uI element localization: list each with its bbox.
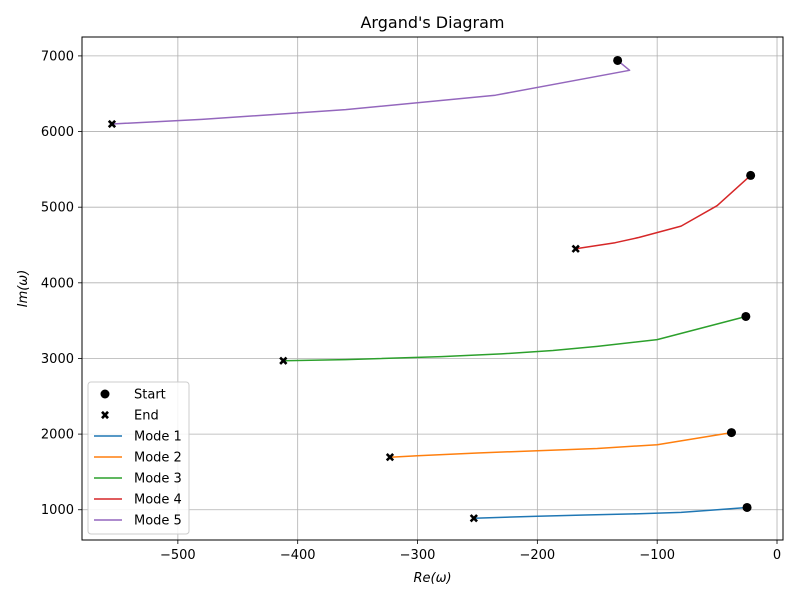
legend-item: Mode 1	[94, 430, 182, 445]
legend-item: End	[101, 409, 159, 424]
legend-item: Mode 5	[94, 514, 182, 529]
legend-label: Mode 1	[134, 430, 182, 445]
grid	[82, 37, 783, 540]
legend-start-marker	[100, 389, 110, 399]
legend-item: Start	[100, 388, 166, 403]
plot-frame	[81, 36, 784, 541]
start-marker-mode-1	[742, 502, 752, 512]
start-marker-mode-5	[613, 55, 623, 65]
legend-item: Mode 2	[94, 451, 182, 466]
x-tick-label: −200	[519, 548, 555, 563]
end-marker-mode-3	[279, 356, 288, 365]
end-marker-mode-2	[385, 453, 395, 462]
end-marker-mode-5	[107, 119, 117, 129]
axis-ticks: −500 −400 −300 −200 −100 0 1000 2000 3000 4000 500…	[41, 49, 781, 563]
end-marker-stroke	[571, 244, 580, 253]
series-line-mode-3	[283, 315, 747, 362]
legend-box	[87, 381, 190, 535]
x-tick-label: −500	[160, 548, 196, 563]
legend-label: Mode 2	[134, 451, 182, 466]
series-line-mode-4	[575, 174, 752, 250]
x-tick-label: −100	[639, 548, 675, 563]
chart-title: Argand's Diagram	[360, 13, 504, 32]
y-tick-label: 1000	[41, 503, 74, 518]
start-marker-mode-3	[741, 311, 751, 321]
series-line-mode-5	[111, 59, 631, 125]
series-lines	[111, 59, 752, 519]
y-tick-label: 3000	[41, 352, 74, 367]
start-end-markers	[107, 55, 756, 523]
x-tick-label: 0	[773, 548, 781, 563]
legend-item: Mode 4	[94, 493, 182, 508]
x-tick-label: −300	[400, 548, 436, 563]
end-marker-stroke	[279, 356, 288, 365]
legend-item: Mode 3	[94, 472, 182, 487]
y-axis-title: Im(ω)	[16, 270, 31, 308]
series-line-mode-2	[389, 431, 732, 458]
end-marker-mode-4	[571, 244, 580, 253]
series-line-mode-1	[473, 506, 748, 519]
end-marker-mode-1	[469, 514, 478, 523]
x-tick-label: −400	[280, 548, 316, 563]
legend-end-marker	[101, 410, 109, 420]
end-marker-stroke	[107, 119, 117, 129]
legend-label: Mode 3	[134, 472, 182, 487]
y-tick-label: 4000	[41, 276, 74, 291]
end-marker-stroke	[469, 514, 478, 523]
y-tick-label: 7000	[41, 49, 74, 64]
legend-label: Start	[134, 388, 166, 403]
y-tick-label: 5000	[41, 201, 74, 216]
y-tick-label: 6000	[41, 125, 74, 140]
legend-label: Mode 4	[134, 493, 182, 508]
start-marker-mode-2	[726, 428, 736, 438]
y-tick-label: 2000	[41, 428, 74, 443]
legend-label: Mode 5	[134, 514, 182, 529]
start-marker-mode-4	[746, 170, 756, 180]
x-axis-title: Re(ω)	[413, 571, 451, 586]
legend: Start End Mode 1 Mode 2 Mode 3 Mode 4 Mode 5	[87, 381, 190, 535]
end-marker-stroke	[385, 453, 395, 462]
legend-label: End	[134, 409, 159, 424]
